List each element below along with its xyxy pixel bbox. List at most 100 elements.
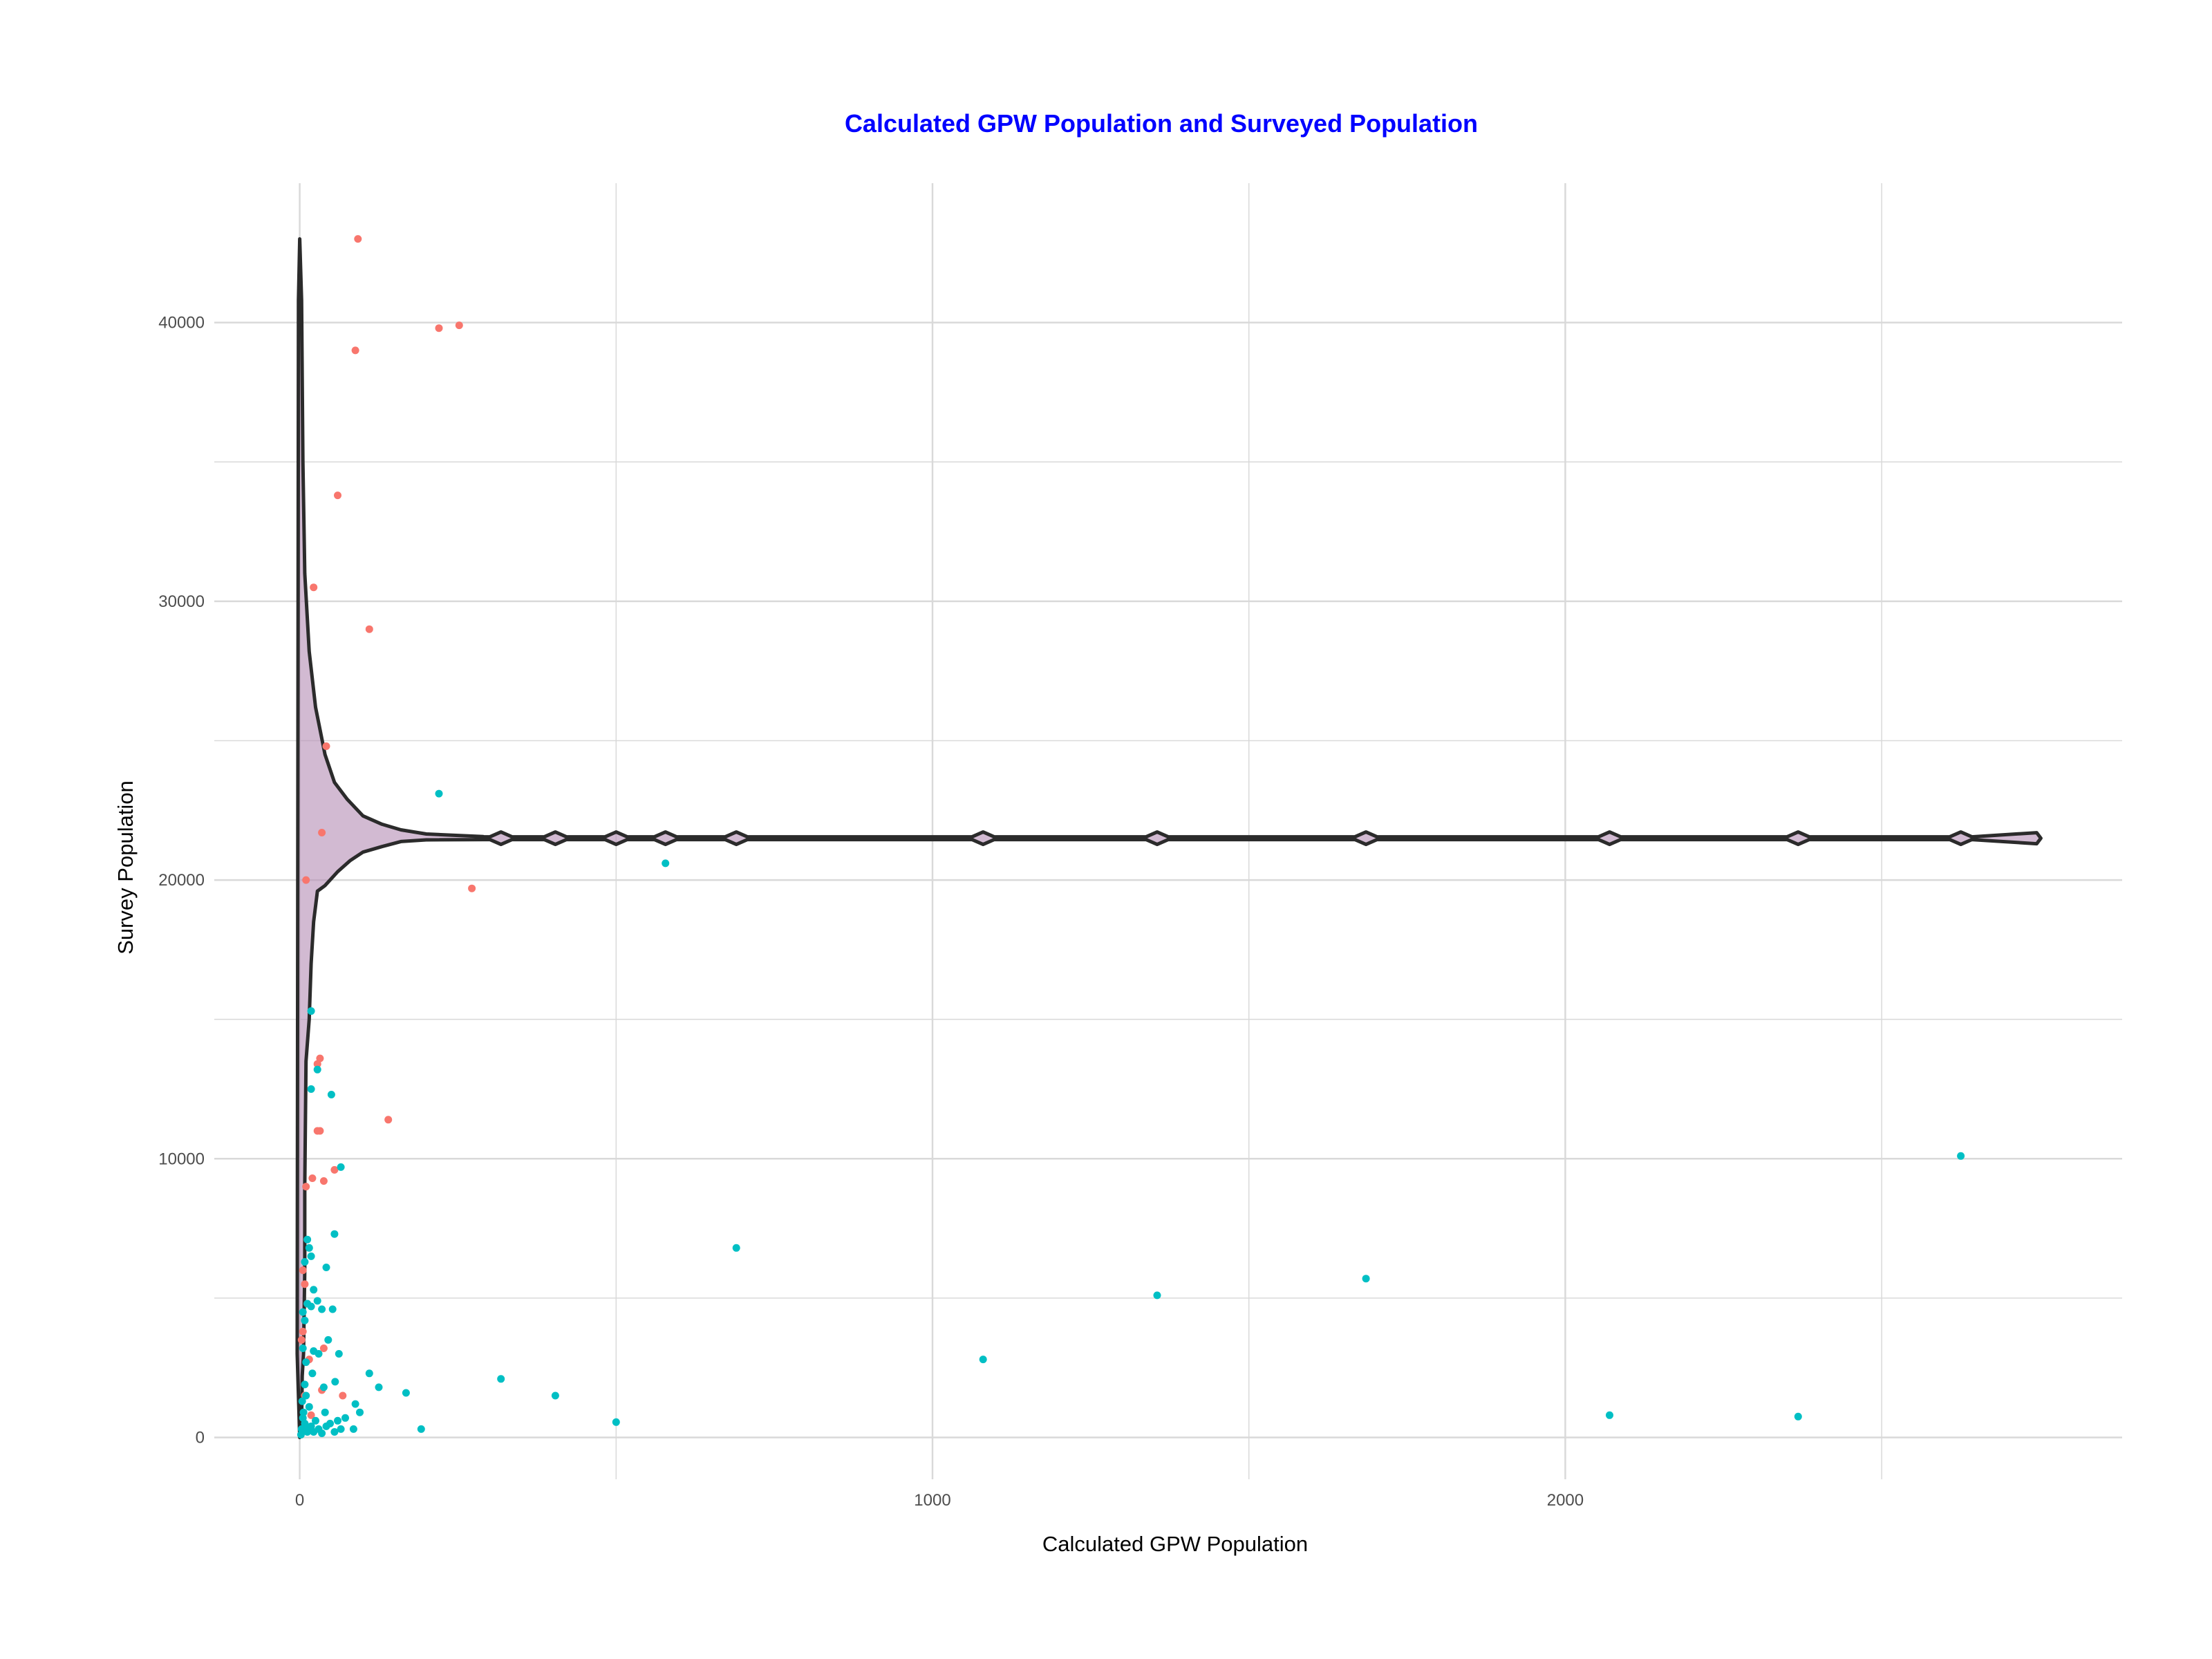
y-tick-label: 30000 [158, 592, 205, 611]
data-point-red [299, 1327, 307, 1335]
data-point-teal [330, 1428, 339, 1436]
data-point-teal [312, 1416, 319, 1425]
data-point-teal [327, 1091, 335, 1098]
data-point-teal [298, 1397, 306, 1405]
data-point-teal [331, 1378, 339, 1386]
y-tick-label: 20000 [158, 871, 205, 890]
data-point-red [318, 829, 326, 836]
data-point-teal [375, 1383, 383, 1391]
data-point-red [308, 1174, 317, 1182]
data-point-teal [297, 1431, 305, 1438]
data-point-teal [330, 1230, 339, 1238]
data-point-teal [612, 1418, 620, 1426]
data-point-red [302, 876, 310, 884]
data-point-red [354, 235, 362, 243]
data-points [297, 235, 1965, 1438]
data-point-teal [324, 1335, 332, 1344]
x-tick-label: 1000 [914, 1491, 950, 1510]
data-point-teal [1153, 1291, 1161, 1300]
data-point-red [455, 321, 463, 330]
data-point-teal [299, 1308, 307, 1316]
data-point-teal [662, 859, 670, 868]
data-point-teal [497, 1375, 505, 1383]
data-point-teal [307, 1302, 315, 1311]
data-point-teal [310, 1428, 318, 1436]
data-point-red [322, 742, 330, 750]
data-point-red [319, 1344, 328, 1352]
data-point-teal [349, 1425, 357, 1433]
data-point-teal [305, 1244, 313, 1252]
data-point-teal [337, 1425, 345, 1433]
data-point-teal [297, 1425, 306, 1433]
data-point-red [384, 1116, 393, 1124]
data-point-teal [301, 1380, 309, 1389]
data-point-teal [321, 1408, 329, 1416]
x-tick-label: 0 [295, 1491, 304, 1510]
data-point-teal [365, 1369, 373, 1378]
data-point-red [319, 1177, 328, 1185]
data-point-red [313, 1060, 321, 1068]
data-point-teal [356, 1408, 364, 1416]
data-point-teal [402, 1389, 410, 1397]
data-point-teal [302, 1358, 310, 1367]
data-point-teal [322, 1264, 330, 1271]
violin-outline [295, 237, 2043, 1440]
data-point-teal [551, 1391, 559, 1400]
data-point-teal [319, 1383, 328, 1391]
data-point-teal [322, 1422, 330, 1430]
y-tick-label: 0 [196, 1429, 205, 1447]
data-point-teal [318, 1305, 326, 1313]
data-point-red [301, 1280, 309, 1288]
data-point-teal [307, 1085, 315, 1093]
data-point-teal [341, 1414, 349, 1422]
data-point-teal [1957, 1152, 1965, 1160]
data-point-teal [313, 1297, 321, 1305]
data-point-teal [417, 1425, 425, 1433]
data-point-red [302, 1183, 310, 1191]
data-point-teal [334, 1416, 341, 1425]
x-tick-label: 2000 [1547, 1491, 1584, 1510]
data-point-red [365, 625, 373, 633]
data-point-red [316, 1127, 324, 1135]
violin-shape [295, 237, 2043, 1440]
data-point-teal [1794, 1412, 1802, 1421]
data-point-teal [307, 1252, 315, 1260]
data-point-teal [435, 789, 443, 798]
data-point-red [334, 491, 341, 500]
data-point-teal [307, 1007, 315, 1015]
data-point-teal [315, 1350, 323, 1358]
data-point-teal [337, 1163, 345, 1171]
data-point-red [310, 583, 318, 592]
data-point-red [339, 1391, 347, 1400]
data-point-red [351, 346, 359, 355]
data-point-teal [351, 1400, 359, 1408]
data-point-teal [335, 1350, 343, 1358]
data-point-teal [318, 1430, 326, 1437]
data-point-teal [301, 1258, 309, 1266]
data-point-red [468, 884, 476, 892]
data-point-red [330, 1165, 339, 1174]
data-point-teal [1362, 1275, 1370, 1283]
data-point-teal [301, 1316, 309, 1324]
data-point-teal [301, 1419, 309, 1427]
data-point-teal [310, 1286, 318, 1294]
data-point-red [297, 1335, 306, 1344]
data-point-teal [732, 1244, 740, 1252]
y-tick-label: 10000 [158, 1150, 205, 1168]
data-point-teal [328, 1305, 337, 1313]
x-axis-title: Calculated GPW Population [1042, 1532, 1309, 1556]
data-point-red [299, 1266, 307, 1275]
data-point-teal [305, 1403, 313, 1411]
data-point-teal [299, 1408, 308, 1416]
data-point-teal [313, 1065, 321, 1074]
data-point-teal [303, 1235, 312, 1244]
data-point-teal [979, 1356, 987, 1364]
data-point-teal [1606, 1411, 1613, 1419]
data-point-teal [308, 1369, 317, 1378]
data-point-teal [299, 1344, 307, 1352]
data-point-red [435, 324, 443, 332]
chart-title: Calculated GPW Population and Surveyed P… [844, 109, 1479, 138]
data-point-teal [302, 1391, 310, 1400]
data-point-red [307, 1411, 315, 1419]
